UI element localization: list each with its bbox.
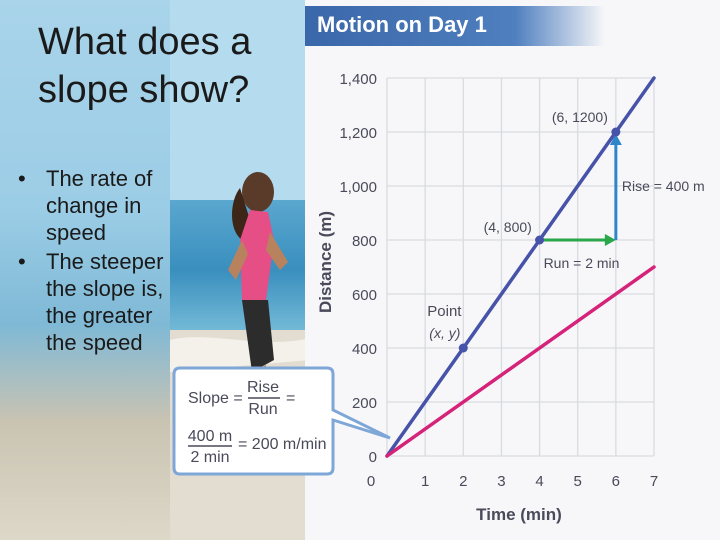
callout-equals: = (286, 390, 295, 407)
callout-result: = 200 m/min (238, 436, 326, 453)
callout-2min: 2 min (190, 449, 229, 466)
data-point-label: (4, 800) (484, 219, 532, 235)
x-tick-label: 2 (459, 473, 467, 490)
x-tick-label: 1 (421, 473, 429, 490)
tick-labels: 0 200 400 600 800 1,000 1,200 1,400 0 1 2 3 4 5 6 7 (339, 71, 658, 490)
callout-slope-word: Slope = (188, 390, 243, 407)
callout-run: Run (248, 401, 277, 418)
chart-header: Motion on Day 1 (305, 6, 605, 46)
callout-400m: 400 m (188, 428, 232, 445)
series-lines (385, 76, 656, 458)
run-arrowhead (604, 234, 616, 246)
series-line-shallow (385, 265, 656, 458)
rise-label: Rise = 400 m (622, 178, 705, 194)
callout-bubble (172, 366, 391, 476)
y-tick-label: 1,200 (339, 125, 377, 142)
bullet-item: • The steeper the slope is, the greater … (18, 248, 178, 356)
annotations: Run = 2 min Rise = 400 m Point (x, y) (4, 80… (427, 109, 705, 353)
x-tick-label: 4 (535, 473, 543, 490)
slide-title: What does a slope show? (38, 21, 252, 111)
bullet-list: • The rate of change in speed • The stee… (18, 165, 178, 358)
callout-rise: Rise (247, 379, 279, 396)
x-axis-label: Time (min) (476, 505, 562, 524)
bullet-item: • The rate of change in speed (18, 165, 178, 246)
rise-arrowhead (609, 134, 622, 145)
y-axis-label: Distance (m) (316, 211, 335, 313)
y-tick-label: 0 (369, 449, 377, 466)
x-tick-label: 3 (497, 473, 505, 490)
x-tick-label: 5 (574, 473, 582, 490)
series-line-steep (385, 76, 656, 458)
y-tick-label: 200 (352, 395, 377, 412)
y-tick-label: 400 (352, 341, 377, 358)
y-tick-label: 600 (352, 287, 377, 304)
y-tick-label: 1,400 (339, 71, 377, 88)
data-point (535, 235, 545, 245)
x-tick-label: 6 (612, 473, 620, 490)
run-label: Run = 2 min (544, 255, 620, 271)
bullet-dot: • (18, 249, 26, 274)
point-label: Point (427, 303, 462, 320)
data-point (458, 343, 468, 353)
y-tick-label: 1,000 (339, 179, 377, 196)
bullet-text: The steeper the slope is, the greater th… (46, 249, 164, 355)
point-coords-label: (x, y) (429, 325, 460, 341)
bullet-text: The rate of change in speed (46, 166, 153, 245)
y-tick-label: 800 (352, 233, 377, 250)
bullet-dot: • (18, 166, 26, 191)
x-tick-label: 7 (650, 473, 658, 490)
chart-title: Motion on Day 1 (317, 12, 487, 37)
data-point (611, 127, 621, 137)
data-point-label: (6, 1200) (552, 109, 608, 125)
x-tick-label: 0 (367, 473, 375, 490)
slope-callout: Slope = Rise Run = 400 m 2 min = 200 m/m… (172, 366, 391, 476)
